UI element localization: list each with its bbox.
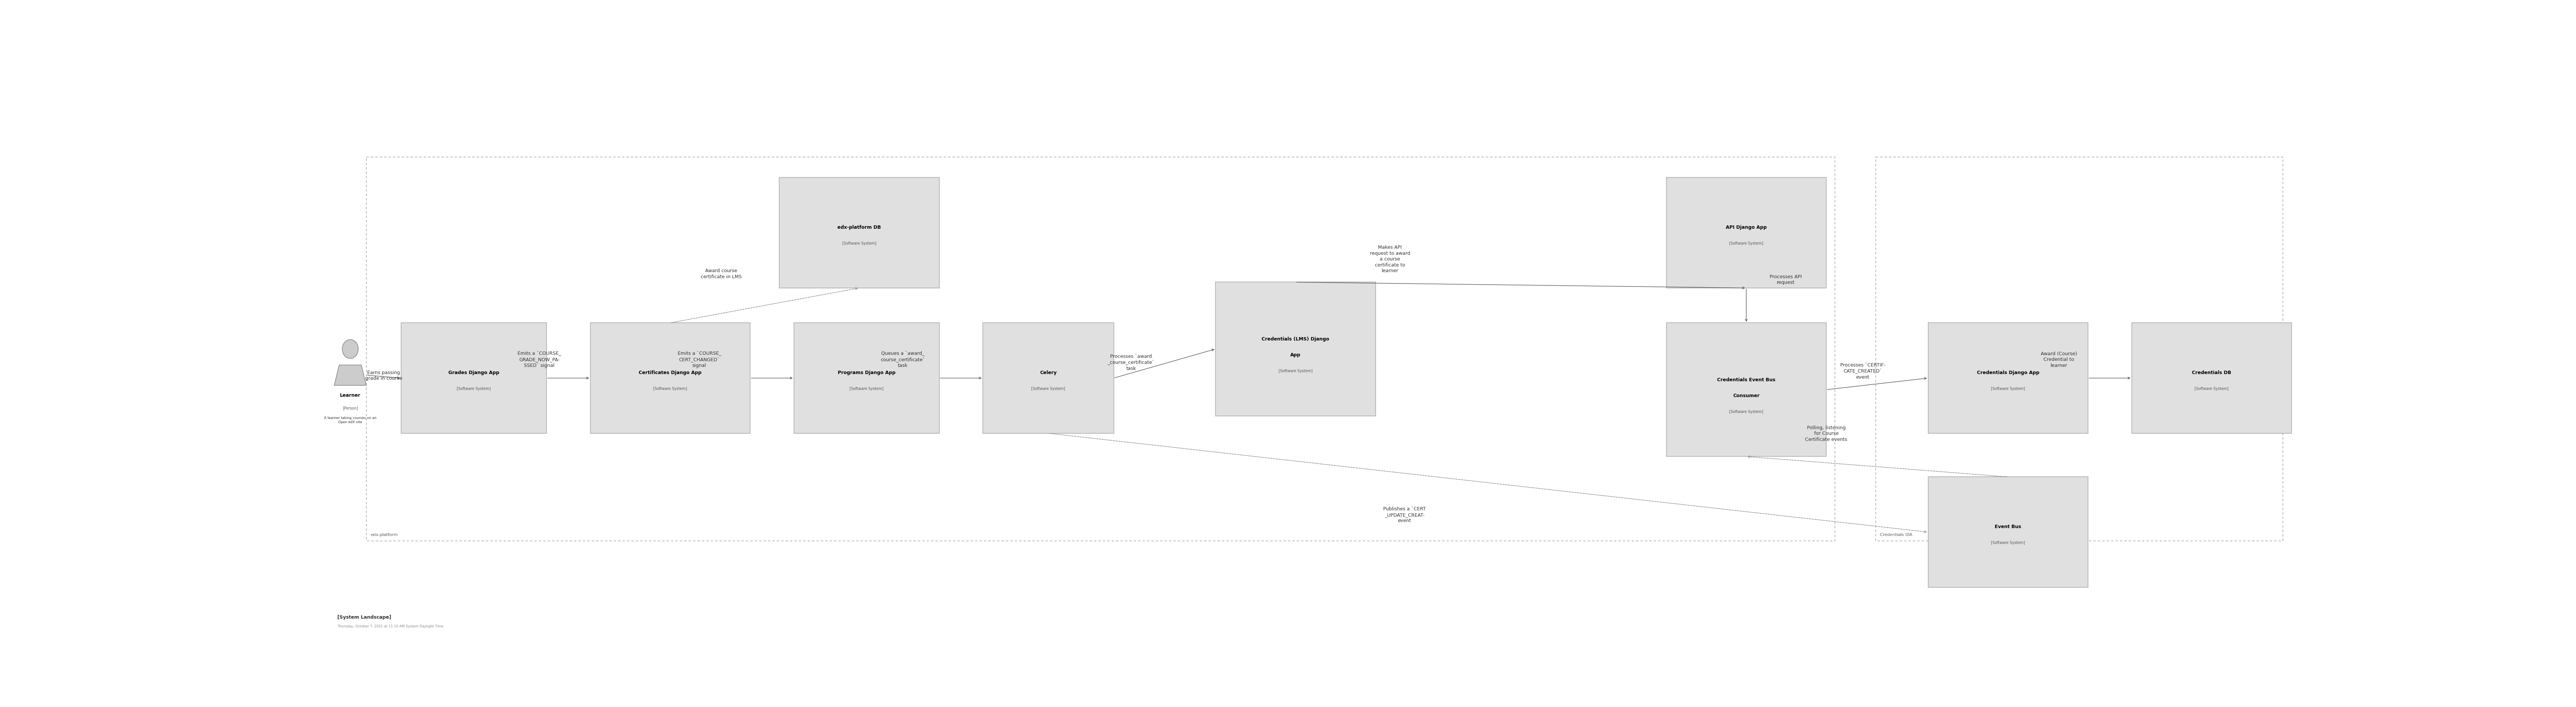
- Text: Publishes a `CERT
_UPDATE_CREAT-
event: Publishes a `CERT _UPDATE_CREAT- event: [1383, 506, 1427, 523]
- FancyBboxPatch shape: [1216, 282, 1376, 416]
- FancyBboxPatch shape: [984, 323, 1113, 433]
- Text: [Software System]: [Software System]: [1728, 241, 1765, 245]
- Text: [Software System]: [Software System]: [1728, 410, 1765, 414]
- Text: [Software System]: [Software System]: [1991, 540, 2025, 544]
- FancyBboxPatch shape: [402, 323, 546, 433]
- Text: Consumer: Consumer: [1734, 393, 1759, 398]
- Text: Thursday, October 7, 2021 at 11:10 AM System Daylight Time: Thursday, October 7, 2021 at 11:10 AM Sy…: [337, 624, 443, 628]
- Text: Credentials IDA: Credentials IDA: [1880, 533, 1911, 537]
- FancyBboxPatch shape: [778, 177, 940, 288]
- Text: [Software System]: [Software System]: [1030, 387, 1066, 390]
- Text: Emits a `COURSE_
GRADE_NOW_PA-
SSED` signal: Emits a `COURSE_ GRADE_NOW_PA- SSED` sig…: [518, 351, 562, 368]
- Text: App: App: [1291, 353, 1301, 358]
- FancyBboxPatch shape: [793, 323, 940, 433]
- Text: Queues a `award_
course_certificate`
task: Queues a `award_ course_certificate` tas…: [881, 351, 925, 368]
- Text: Earns passing
grade in course: Earns passing grade in course: [366, 370, 402, 380]
- Text: [Software System]: [Software System]: [1278, 369, 1314, 373]
- Text: [Software System]: [Software System]: [1991, 387, 2025, 390]
- Text: Credentials IDA: Credentials IDA: [1880, 533, 1911, 537]
- Text: Credentials Event Bus: Credentials Event Bus: [1718, 378, 1775, 382]
- Text: edx-platform: edx-platform: [371, 533, 397, 537]
- Text: Grades Django App: Grades Django App: [448, 370, 500, 375]
- Text: Credentials Django App: Credentials Django App: [1976, 370, 2040, 375]
- Text: A learner taking courses on an
Open edX site: A learner taking courses on an Open edX …: [325, 416, 376, 423]
- Text: Makes API
request to award
a course
certificate to
learner: Makes API request to award a course cert…: [1370, 245, 1409, 274]
- Text: Emits a `COURSE_
CERT_CHANGED`
signal: Emits a `COURSE_ CERT_CHANGED` signal: [677, 351, 721, 368]
- Text: Credentials DB: Credentials DB: [2192, 370, 2231, 375]
- Text: Celery: Celery: [1041, 370, 1056, 375]
- Text: [Software System]: [Software System]: [654, 387, 688, 390]
- FancyBboxPatch shape: [590, 323, 750, 433]
- Text: Programs Django App: Programs Django App: [837, 370, 896, 375]
- Text: [System Landscape]: [System Landscape]: [337, 614, 392, 619]
- FancyBboxPatch shape: [1667, 323, 1826, 457]
- Polygon shape: [335, 366, 366, 385]
- Text: Learner: Learner: [340, 393, 361, 397]
- Text: edx-platform: edx-platform: [371, 533, 397, 537]
- Text: edx-platform DB: edx-platform DB: [837, 225, 881, 230]
- FancyBboxPatch shape: [1927, 477, 2089, 588]
- Text: [Person]: [Person]: [343, 406, 358, 409]
- Text: Processes `award
_course_certificate`
task: Processes `award _course_certificate` ta…: [1108, 354, 1154, 370]
- Text: Award (Course)
Credential to
learner: Award (Course) Credential to learner: [2040, 351, 2076, 368]
- Text: Event Bus: Event Bus: [1994, 524, 2022, 529]
- Text: [Software System]: [Software System]: [850, 387, 884, 390]
- FancyBboxPatch shape: [1927, 323, 2089, 433]
- Text: [Software System]: [Software System]: [842, 241, 876, 245]
- Text: Award course
certificate in LMS: Award course certificate in LMS: [701, 268, 742, 279]
- Text: Polling, listening
for Course
Certificate events: Polling, listening for Course Certificat…: [1806, 425, 1847, 442]
- Text: Certificates Django App: Certificates Django App: [639, 370, 701, 375]
- Text: Credentials (LMS) Django: Credentials (LMS) Django: [1262, 337, 1329, 341]
- Ellipse shape: [343, 340, 358, 358]
- Text: Processes API
request: Processes API request: [1770, 274, 1801, 285]
- Text: [Software System]: [Software System]: [456, 387, 492, 390]
- Text: [Software System]: [Software System]: [2195, 387, 2228, 390]
- FancyBboxPatch shape: [2130, 323, 2293, 433]
- Text: API Django App: API Django App: [1726, 225, 1767, 230]
- Text: Processes `CERTIF-
CATE_CREATED`
event: Processes `CERTIF- CATE_CREATED` event: [1839, 363, 1886, 380]
- FancyBboxPatch shape: [1667, 177, 1826, 288]
